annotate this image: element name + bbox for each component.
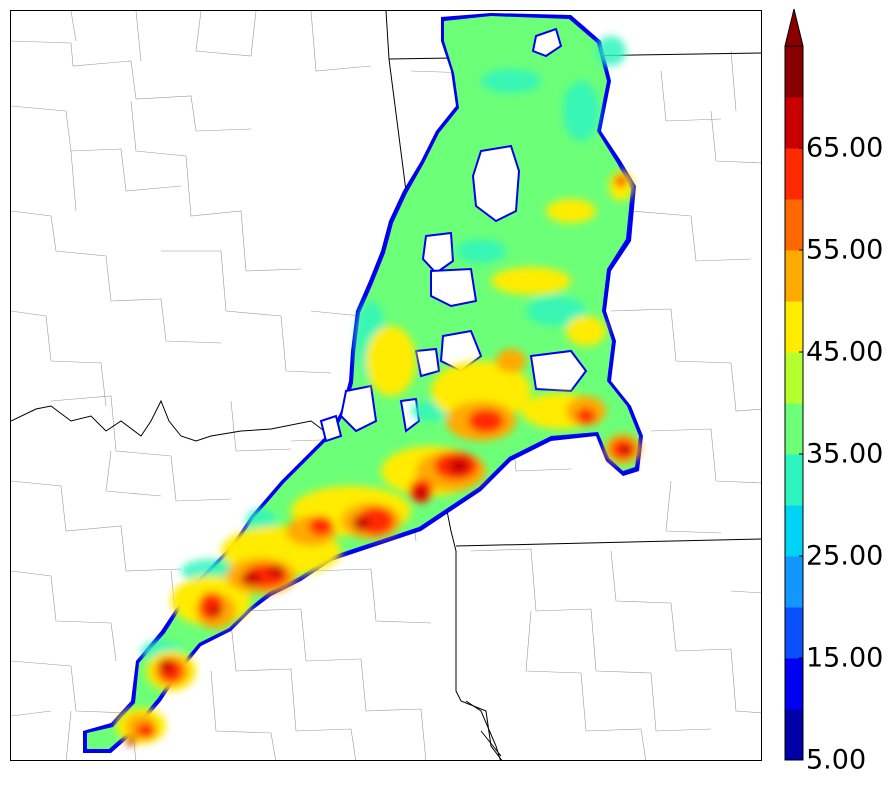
- colorbar-swatch: [785, 505, 803, 557]
- colorbar-extend-arrow: [784, 8, 804, 47]
- colorbar-outline: [784, 45, 804, 761]
- colorbar-tick-label: 25.00: [806, 540, 884, 572]
- colorbar-tick-label: 5.00: [806, 744, 867, 776]
- colorbar-swatch: [785, 556, 803, 608]
- colorbar-swatch: [785, 709, 803, 761]
- colorbar-tick-label: 15.00: [806, 642, 884, 674]
- colorbar-swatch: [785, 199, 803, 251]
- colorbar-swatch: [785, 301, 803, 353]
- radar-reflectivity-map: [10, 10, 762, 761]
- colorbar-swatch: [785, 97, 803, 149]
- colorbar-swatch: [785, 46, 803, 98]
- colorbar-swatch: [785, 148, 803, 200]
- colorbar-tick-label: 65.00: [806, 132, 884, 164]
- colorbar-swatch: [785, 352, 803, 404]
- colorbar-tick-label: 45.00: [806, 336, 884, 368]
- colorbar-swatch: [785, 607, 803, 659]
- colorbar-tick-label: 55.00: [806, 234, 884, 266]
- colorbar-swatch: [785, 250, 803, 302]
- reflectivity-field: [83, 13, 643, 753]
- colorbar-swatch: [785, 403, 803, 455]
- colorbar: [784, 8, 804, 762]
- colorbar-swatch: [785, 454, 803, 506]
- colorbar-swatch: [785, 658, 803, 710]
- colorbar-tick-label: 35.00: [806, 438, 884, 470]
